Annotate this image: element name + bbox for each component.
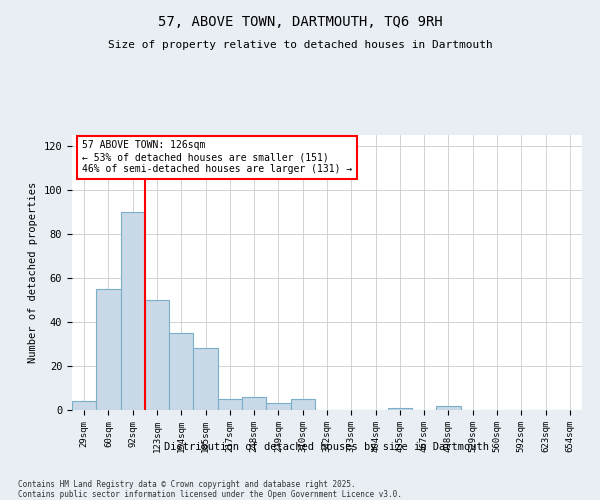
Bar <box>121 212 145 410</box>
Text: 57 ABOVE TOWN: 126sqm
← 53% of detached houses are smaller (151)
46% of semi-det: 57 ABOVE TOWN: 126sqm ← 53% of detached … <box>82 140 352 173</box>
Bar <box>290 399 315 410</box>
Y-axis label: Number of detached properties: Number of detached properties <box>28 182 38 363</box>
Text: Size of property relative to detached houses in Dartmouth: Size of property relative to detached ho… <box>107 40 493 50</box>
Bar <box>266 404 290 410</box>
Bar <box>72 401 96 410</box>
Text: Distribution of detached houses by size in Dartmouth: Distribution of detached houses by size … <box>164 442 490 452</box>
Bar <box>169 333 193 410</box>
Bar <box>242 397 266 410</box>
Text: 57, ABOVE TOWN, DARTMOUTH, TQ6 9RH: 57, ABOVE TOWN, DARTMOUTH, TQ6 9RH <box>158 15 442 29</box>
Bar <box>193 348 218 410</box>
Bar <box>218 399 242 410</box>
Bar <box>388 408 412 410</box>
Text: Contains HM Land Registry data © Crown copyright and database right 2025.
Contai: Contains HM Land Registry data © Crown c… <box>18 480 402 500</box>
Bar <box>436 406 461 410</box>
Bar <box>145 300 169 410</box>
Bar <box>96 289 121 410</box>
